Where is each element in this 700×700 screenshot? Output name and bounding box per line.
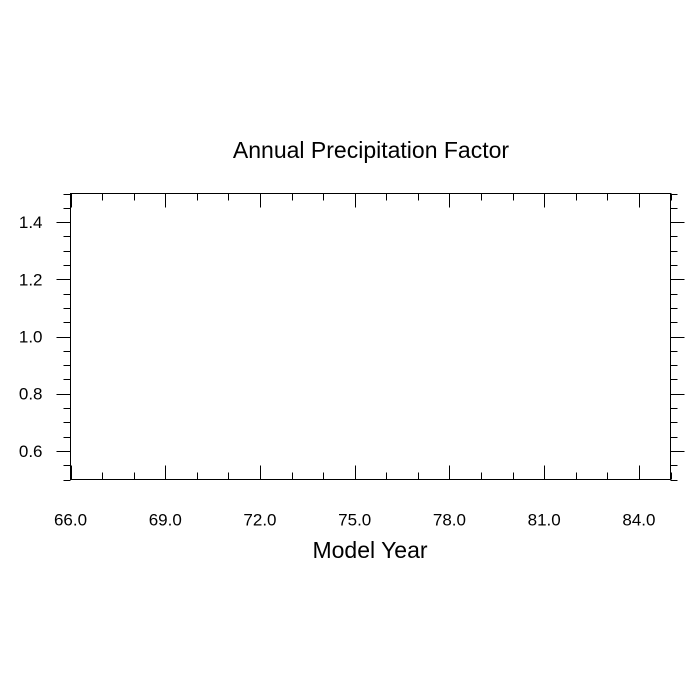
x-tick-label: 69.0 [149,511,182,530]
x-tick-label: 75.0 [338,511,371,530]
x-axis-ticks [71,193,672,480]
x-tick-label: 81.0 [528,511,561,530]
y-axis-tick-labels: 0.6 0.8 1.0 1.2 1.4 [19,213,43,461]
plot-frame [70,193,671,480]
x-axis-label: Model Year [312,537,427,563]
chart-title: Annual Precipitation Factor [233,137,509,163]
x-tick-label: 84.0 [622,511,655,530]
x-tick-label: 72.0 [243,511,276,530]
y-axis-ticks [56,194,685,481]
y-tick-label: 1.2 [19,270,43,289]
x-tick-label: 66.0 [54,511,87,530]
y-tick-label: 1.4 [19,213,43,232]
y-tick-label: 0.6 [19,442,43,461]
x-tick-label: 78.0 [433,511,466,530]
y-tick-label: 0.8 [19,385,43,404]
x-axis-tick-labels: 66.0 69.0 72.0 75.0 78.0 81.0 84.0 [54,511,656,530]
y-tick-label: 1.0 [19,328,43,347]
